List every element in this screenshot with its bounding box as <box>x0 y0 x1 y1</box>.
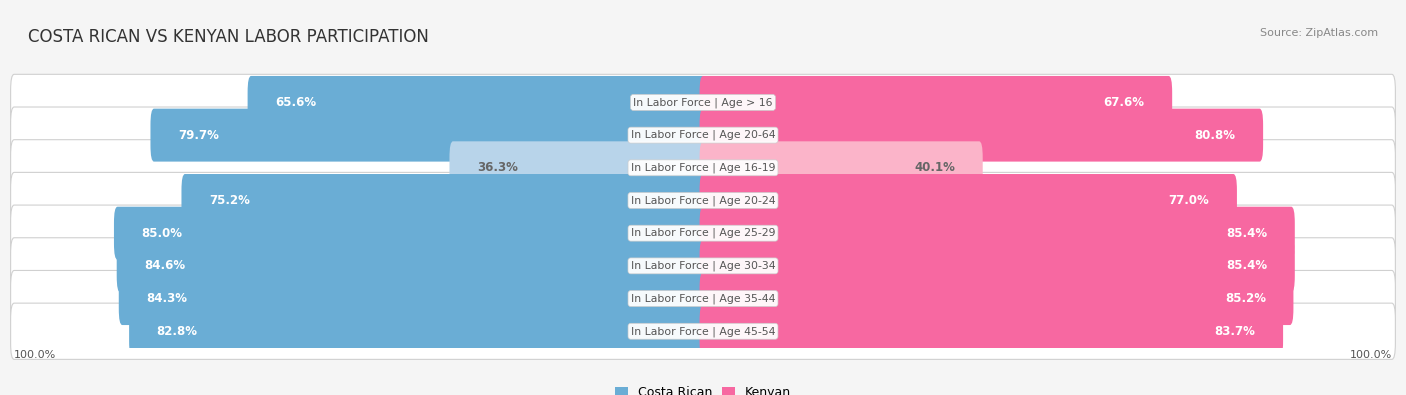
FancyBboxPatch shape <box>700 207 1295 260</box>
FancyBboxPatch shape <box>11 303 1395 359</box>
Text: 79.7%: 79.7% <box>179 129 219 142</box>
FancyBboxPatch shape <box>150 109 706 162</box>
Text: In Labor Force | Age 25-29: In Labor Force | Age 25-29 <box>631 228 775 239</box>
Text: In Labor Force | Age 20-64: In Labor Force | Age 20-64 <box>631 130 775 140</box>
Text: 67.6%: 67.6% <box>1104 96 1144 109</box>
Text: In Labor Force | Age 45-54: In Labor Force | Age 45-54 <box>631 326 775 337</box>
Text: 100.0%: 100.0% <box>1350 350 1392 360</box>
Text: 77.0%: 77.0% <box>1168 194 1209 207</box>
Text: In Labor Force | Age 20-24: In Labor Force | Age 20-24 <box>631 195 775 206</box>
FancyBboxPatch shape <box>247 76 706 129</box>
Text: 80.8%: 80.8% <box>1195 129 1236 142</box>
Text: In Labor Force | Age 16-19: In Labor Force | Age 16-19 <box>631 163 775 173</box>
Text: In Labor Force | Age > 16: In Labor Force | Age > 16 <box>633 97 773 108</box>
FancyBboxPatch shape <box>700 109 1263 162</box>
Text: 85.4%: 85.4% <box>1226 260 1267 273</box>
FancyBboxPatch shape <box>11 205 1395 261</box>
FancyBboxPatch shape <box>11 140 1395 196</box>
FancyBboxPatch shape <box>700 141 983 194</box>
FancyBboxPatch shape <box>11 107 1395 163</box>
Text: In Labor Force | Age 35-44: In Labor Force | Age 35-44 <box>631 293 775 304</box>
Text: Source: ZipAtlas.com: Source: ZipAtlas.com <box>1260 28 1378 38</box>
FancyBboxPatch shape <box>129 305 706 358</box>
Text: 75.2%: 75.2% <box>209 194 250 207</box>
Legend: Costa Rican, Kenyan: Costa Rican, Kenyan <box>610 381 796 395</box>
FancyBboxPatch shape <box>117 239 706 292</box>
Text: 65.6%: 65.6% <box>276 96 316 109</box>
FancyBboxPatch shape <box>700 272 1294 325</box>
FancyBboxPatch shape <box>11 238 1395 294</box>
FancyBboxPatch shape <box>700 305 1284 358</box>
FancyBboxPatch shape <box>118 272 706 325</box>
FancyBboxPatch shape <box>700 76 1173 129</box>
Text: 100.0%: 100.0% <box>14 350 56 360</box>
FancyBboxPatch shape <box>181 174 706 227</box>
Text: 84.3%: 84.3% <box>146 292 187 305</box>
Text: 85.2%: 85.2% <box>1225 292 1265 305</box>
Text: 36.3%: 36.3% <box>477 161 517 174</box>
FancyBboxPatch shape <box>450 141 706 194</box>
Text: 84.6%: 84.6% <box>145 260 186 273</box>
FancyBboxPatch shape <box>11 271 1395 327</box>
FancyBboxPatch shape <box>11 74 1395 130</box>
Text: 40.1%: 40.1% <box>914 161 955 174</box>
Text: 83.7%: 83.7% <box>1215 325 1256 338</box>
FancyBboxPatch shape <box>700 239 1295 292</box>
Text: In Labor Force | Age 30-34: In Labor Force | Age 30-34 <box>631 261 775 271</box>
Text: 85.4%: 85.4% <box>1226 227 1267 240</box>
FancyBboxPatch shape <box>700 174 1237 227</box>
FancyBboxPatch shape <box>11 172 1395 229</box>
FancyBboxPatch shape <box>114 207 706 260</box>
Text: 85.0%: 85.0% <box>142 227 183 240</box>
Text: 82.8%: 82.8% <box>156 325 198 338</box>
Text: COSTA RICAN VS KENYAN LABOR PARTICIPATION: COSTA RICAN VS KENYAN LABOR PARTICIPATIO… <box>28 28 429 46</box>
